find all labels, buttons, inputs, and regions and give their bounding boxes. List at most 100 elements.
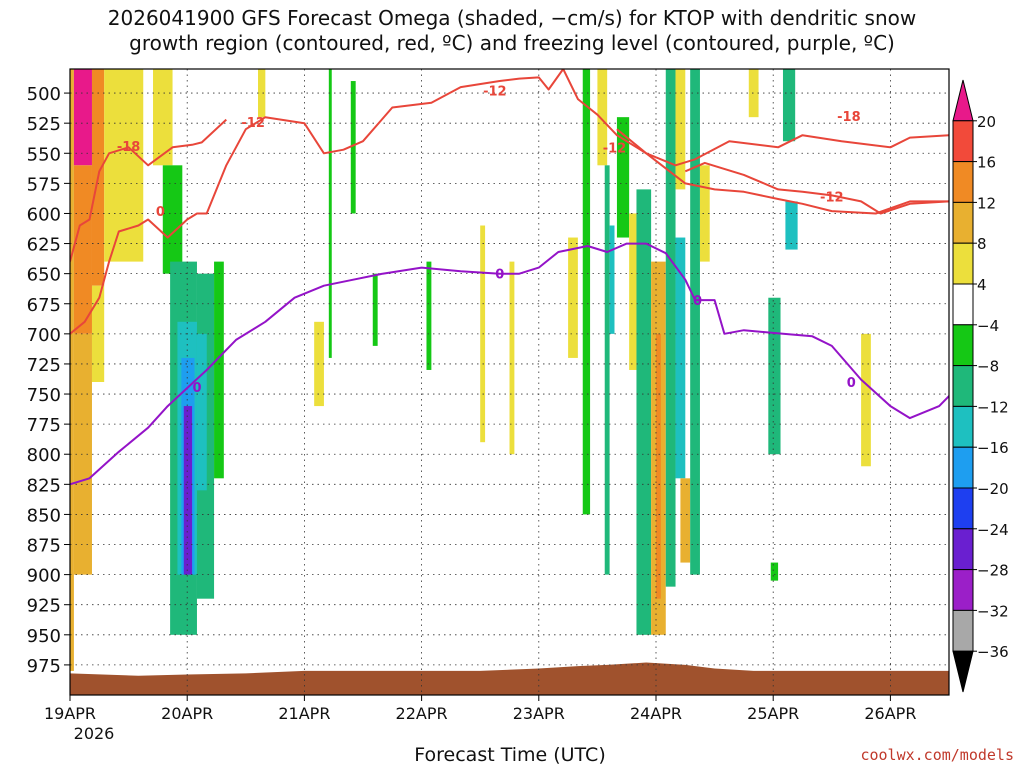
colorbar-swatch xyxy=(952,324,974,367)
y-tick-label: 500 xyxy=(27,84,61,105)
y-tick-label: 550 xyxy=(27,144,61,165)
y-tick-label: 925 xyxy=(27,596,61,617)
colorbar-swatch xyxy=(952,650,974,693)
y-tick-label: 575 xyxy=(27,174,61,195)
colorbar-swatch xyxy=(952,161,974,203)
contour-label: 0 xyxy=(156,205,165,220)
watermark: coolwx.com/models xyxy=(860,746,1014,764)
x-tick-label: 23APR xyxy=(513,704,565,723)
omega-cell xyxy=(568,237,578,358)
y-tick-label: 875 xyxy=(27,536,61,557)
colorbar-label: −8 xyxy=(977,358,999,376)
y-tick-label: 650 xyxy=(27,265,61,286)
contour-label: 0 xyxy=(192,381,201,396)
plot-frame xyxy=(69,68,950,696)
x-axis-time: 19APR 20APR 21APR 22APR 23APR 24APR 25APR 26APR… xyxy=(44,695,916,743)
y-tick-label: 800 xyxy=(27,445,61,466)
omega-cell xyxy=(73,69,92,166)
dgz-contour xyxy=(684,161,949,215)
contour-label: -12 xyxy=(820,191,844,206)
omega-cell xyxy=(785,201,798,250)
y-tick-label: 675 xyxy=(27,295,61,316)
y-tick-label: 625 xyxy=(27,235,61,256)
x-tick-label: 24APR xyxy=(630,704,682,723)
colorbar-swatch xyxy=(952,405,974,448)
omega-cell xyxy=(665,69,676,587)
x-tick-label: 21APR xyxy=(278,704,330,723)
omega-cell xyxy=(690,69,700,575)
contour-label: -18 xyxy=(117,140,141,155)
colorbar-swatch xyxy=(952,79,974,122)
omega-cell xyxy=(196,333,207,491)
omega-cell xyxy=(680,478,691,563)
omega-cell xyxy=(314,321,324,407)
y-tick-label: 700 xyxy=(27,325,61,346)
colorbar-swatch xyxy=(952,569,974,611)
omega-cell xyxy=(748,69,759,118)
omega-cell xyxy=(509,261,515,455)
contour-lines xyxy=(70,69,949,486)
y-tick-label: 975 xyxy=(27,656,61,677)
grid-lines xyxy=(69,69,949,695)
y-tick-label: 775 xyxy=(27,415,61,436)
y-tick-label: 950 xyxy=(27,626,61,647)
omega-cell xyxy=(426,261,432,370)
dgz-contour xyxy=(70,118,227,262)
y-tick-label: 825 xyxy=(27,475,61,496)
omega-cell xyxy=(328,69,332,358)
x-year-label: 2026 xyxy=(74,724,115,743)
omega-cell xyxy=(656,333,661,599)
colorbar-label: −28 xyxy=(977,562,1009,580)
colorbar-swatch xyxy=(952,120,974,163)
colorbar-label: −16 xyxy=(977,439,1009,457)
x-axis-label: Forecast Time (UTC) xyxy=(414,744,606,766)
colorbar-label: 12 xyxy=(977,194,996,212)
y-tick-label: 725 xyxy=(27,355,61,376)
x-tick-label: 26APR xyxy=(864,704,916,723)
omega-cell xyxy=(350,81,356,214)
omega-cell xyxy=(104,69,144,262)
colorbar-label: 20 xyxy=(977,113,996,131)
colorbar-swatch xyxy=(952,487,974,530)
contour-labels: -18 -12 0 -12 -12 -18 -12 0 0 0 0 xyxy=(117,85,861,396)
contour-label: -18 xyxy=(837,110,861,125)
contour-label: 0 xyxy=(495,268,504,283)
omega-cell xyxy=(73,165,92,334)
omega-cell xyxy=(699,165,710,262)
omega-cell xyxy=(597,69,608,166)
omega-cell xyxy=(609,225,615,334)
colorbar-label: −24 xyxy=(977,521,1009,539)
omega-cell xyxy=(162,165,183,274)
omega-cell xyxy=(153,69,173,166)
omega-cell xyxy=(616,117,630,238)
colorbar-label: −32 xyxy=(977,602,1009,620)
colorbar-label: 8 xyxy=(977,235,987,253)
colorbar-label: 16 xyxy=(977,154,996,172)
y-tick-label: 525 xyxy=(27,114,61,135)
omega-cell xyxy=(770,562,779,581)
contour-label: -12 xyxy=(603,141,627,156)
omega-cell xyxy=(604,165,610,575)
omega-cell xyxy=(582,69,591,515)
omega-cell xyxy=(675,69,686,190)
omega-cell xyxy=(70,69,74,671)
x-tick-label: 22APR xyxy=(396,704,448,723)
title-line-2: growth region (contoured, red, ºC) and f… xyxy=(129,31,895,55)
colorbar-swatch xyxy=(952,283,974,326)
colorbar-label: 4 xyxy=(977,276,987,294)
colorbar-label: −36 xyxy=(977,643,1009,661)
y-axis-pressure: 500 525 550 575 600 625 650 675 700 725 750 775 800 8… xyxy=(27,84,70,677)
x-tick-label: 20APR xyxy=(161,704,213,723)
colorbar-swatch xyxy=(952,609,974,652)
colorbar-swatch xyxy=(952,365,974,407)
terrain-layer xyxy=(70,662,949,695)
contour-label: 0 xyxy=(847,376,856,391)
colorbar-swatch xyxy=(952,528,974,571)
colorbar-label: −12 xyxy=(977,398,1009,416)
contour-label: -12 xyxy=(483,85,507,100)
colorbar: 20 16 12 8 4 −4 −8 −12 −16 −20 −24 −28 −32 −36 xyxy=(952,79,1009,693)
omega-cell xyxy=(372,273,378,346)
omega-cell xyxy=(214,261,224,479)
omega-cell xyxy=(768,297,781,455)
